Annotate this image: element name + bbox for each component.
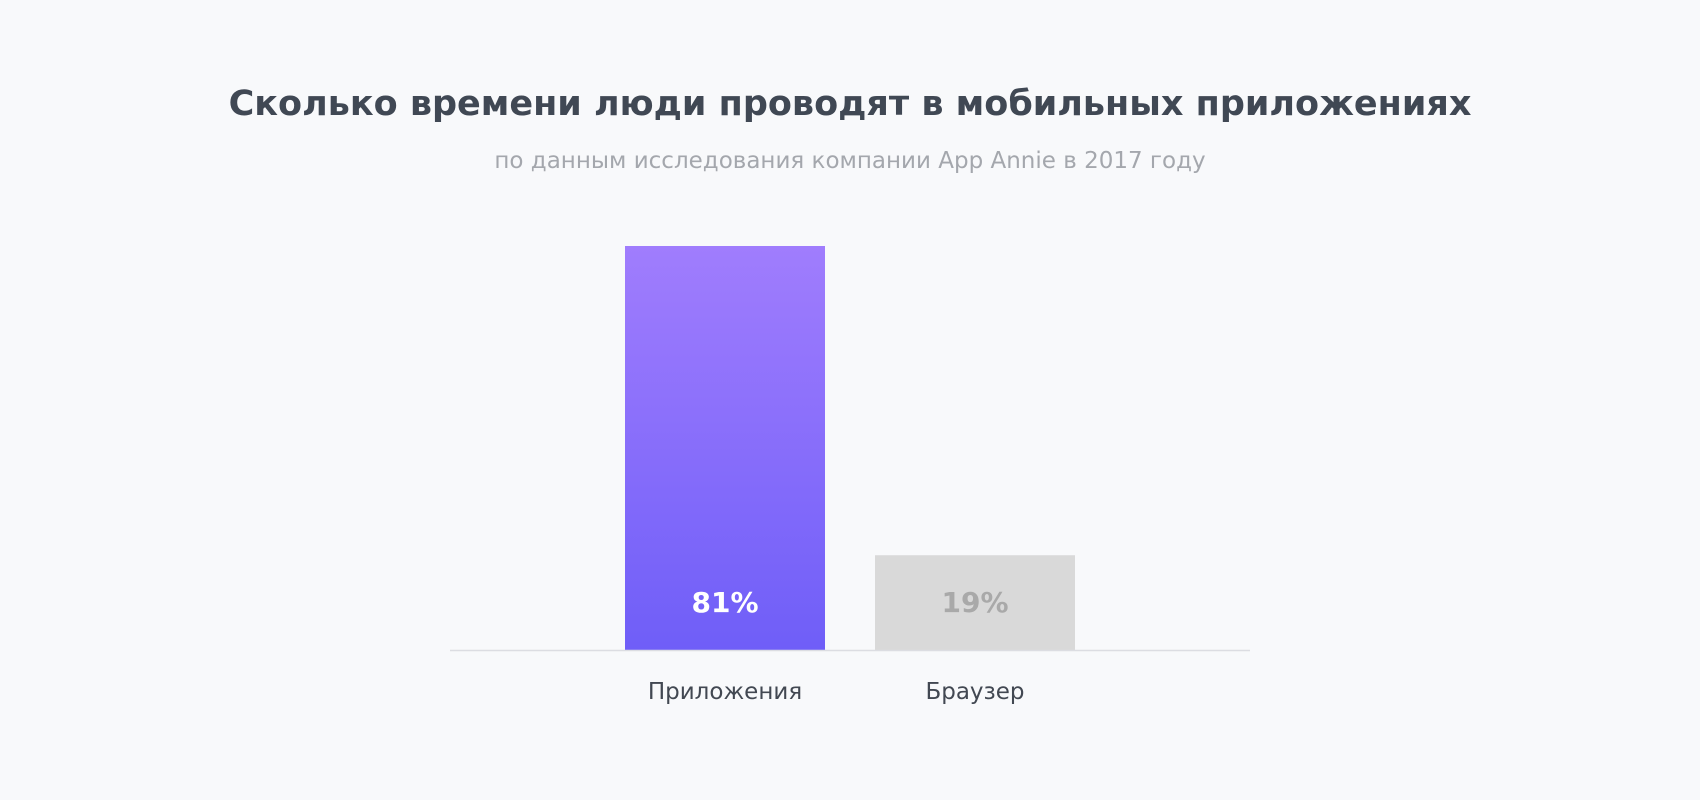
bar-browser <box>875 555 1075 650</box>
category-label-apps: Приложения <box>648 679 802 705</box>
category-label-browser: Браузер <box>925 679 1024 705</box>
bar-apps <box>625 246 825 650</box>
chart-subtitle: по данным исследования компании App Anni… <box>494 148 1206 174</box>
value-label-apps: 81% <box>691 586 758 619</box>
value-label-browser: 19% <box>941 586 1008 619</box>
chart-title: Сколько времени люди проводят в мобильны… <box>228 84 1472 124</box>
